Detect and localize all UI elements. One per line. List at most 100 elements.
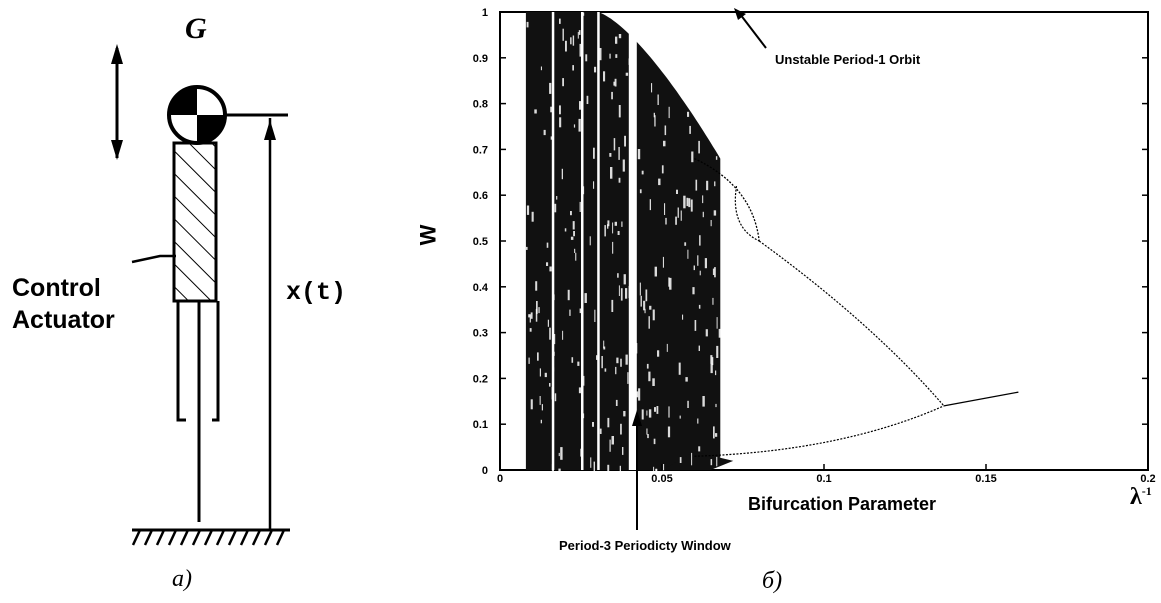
chaos-speckle	[689, 125, 691, 134]
chaos-speckle	[697, 418, 699, 424]
chaos-speckle	[537, 352, 539, 361]
chaos-speckle	[638, 388, 641, 401]
chaos-speckle	[612, 222, 614, 234]
chaos-speckle	[698, 345, 700, 351]
annotation-period3-window: Period-3 Periodicty Window	[559, 538, 731, 553]
y-tick-label: 0.8	[473, 99, 488, 111]
chaos-speckle	[562, 330, 564, 340]
chaos-speckle	[609, 53, 611, 59]
chaos-speckle	[697, 255, 699, 266]
x-tick-label: 0.15	[975, 473, 996, 485]
chaos-speckle	[653, 112, 655, 118]
chaos-speckle	[549, 383, 551, 387]
chaos-speckle	[710, 459, 713, 466]
chaos-speckle	[687, 400, 689, 408]
y-tick-label: 1	[482, 7, 488, 19]
caption-a: a)	[172, 566, 192, 592]
period3-window	[628, 30, 637, 471]
chaos-speckle	[547, 319, 549, 327]
chaos-speckle	[594, 66, 597, 73]
chaos-speckle	[695, 179, 698, 191]
chaos-speckle	[704, 258, 707, 269]
chaos-speckle	[618, 177, 621, 183]
chaos-speckle	[639, 282, 641, 296]
chaos-speckle	[712, 297, 714, 305]
chaos-speckle	[536, 301, 538, 314]
chaos-speckle	[585, 54, 588, 62]
chaos-speckle	[702, 195, 704, 204]
x-tick-label: 0.1	[816, 473, 831, 485]
window-gap	[581, 12, 584, 470]
chaos-speckle	[530, 399, 533, 410]
chaos-speckle	[668, 277, 670, 287]
chaos-speckle	[572, 221, 575, 230]
chaos-speckle	[699, 270, 701, 276]
chaos-speckle	[584, 293, 587, 303]
chaos-speckle	[693, 265, 695, 271]
chaos-speckle	[594, 309, 596, 322]
chaos-speckle	[715, 370, 717, 376]
chaos-speckle	[562, 78, 564, 87]
chaos-speckle	[615, 366, 617, 375]
chaos-speckle	[529, 328, 532, 332]
chaos-speckle	[567, 289, 570, 301]
chaos-speckle	[579, 101, 582, 110]
chaos-speckle	[665, 217, 667, 225]
chaotic-fill	[525, 12, 721, 470]
period1-branch	[694, 157, 760, 242]
chaos-speckle	[554, 393, 557, 402]
chaos-speckle	[579, 43, 582, 57]
chaos-speckle	[622, 159, 625, 172]
chaos-speckle	[546, 242, 549, 248]
y-tick-label: 0	[482, 465, 488, 477]
chaos-speckle	[692, 287, 695, 295]
bifurcation-branches	[694, 157, 1019, 457]
window-gap	[551, 12, 555, 470]
annotation-arrow-bottom	[632, 410, 642, 530]
chaos-speckle	[651, 83, 653, 93]
chaos-speckle	[604, 225, 606, 237]
chaos-speckle	[551, 464, 554, 476]
y-tick-label: 0.1	[473, 419, 488, 431]
chaos-speckle	[694, 320, 697, 331]
axis-ticks: 0 0.05 0.1 0.15 0.2 0 0.1 0.2 0.3 0.4 0.5 0.6 0.7 0.8…	[473, 7, 1156, 485]
chaos-speckle	[639, 189, 642, 194]
chaos-speckle	[544, 372, 547, 378]
displacement-label: x(t)	[286, 278, 347, 307]
chaos-speckle	[656, 406, 659, 414]
chaos-speckle	[525, 246, 528, 250]
actuator-leader	[131, 254, 176, 264]
chaos-speckle	[663, 140, 666, 147]
chaos-speckle	[603, 340, 605, 349]
chaos-speckle	[624, 135, 626, 147]
chaos-speckle	[644, 308, 646, 314]
chaos-speckle	[603, 71, 606, 82]
chaos-speckle	[678, 362, 681, 375]
chaos-speckle	[625, 288, 628, 299]
chaos-speckle	[577, 32, 579, 39]
chaos-speckle	[654, 115, 656, 127]
chaos-speckle	[715, 403, 717, 408]
chaos-speckle	[603, 346, 606, 350]
chaos-speckle	[648, 316, 650, 329]
chaos-speckle	[641, 170, 644, 175]
chaos-speckle	[599, 428, 602, 434]
chaos-speckle	[570, 37, 572, 45]
chaos-speckle	[691, 151, 694, 163]
chaos-speckle	[688, 198, 691, 208]
chaos-speckle	[662, 464, 665, 471]
chaos-speckle	[710, 355, 713, 364]
mass-label: G	[185, 12, 207, 45]
chaos-speckle	[562, 28, 564, 41]
chaos-speckle	[716, 317, 718, 329]
chaos-speckle	[679, 415, 681, 419]
chaos-speckle	[593, 181, 595, 189]
chaos-speckle	[620, 288, 623, 301]
chaos-speckle	[559, 117, 562, 128]
chaos-speckle	[573, 231, 575, 237]
chaos-speckle	[570, 236, 574, 240]
chaos-speckle	[658, 178, 661, 186]
chaos-speckle	[641, 409, 644, 420]
chaos-speckle	[655, 468, 657, 476]
annotation-arrow-top	[734, 8, 767, 49]
